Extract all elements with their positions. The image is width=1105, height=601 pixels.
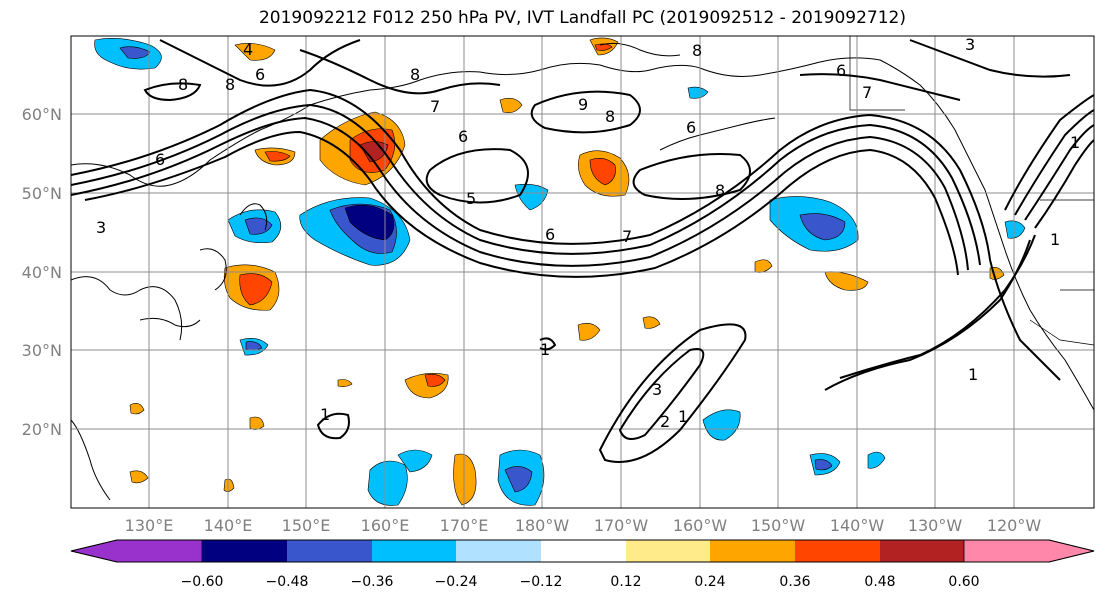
lon-label: 170°E (440, 516, 489, 535)
colorbar-tick: 0.48 (864, 574, 895, 590)
contour-label: 1 (678, 407, 688, 426)
contour-label: 2 (660, 412, 670, 431)
colorbar-segment (963, 539, 1095, 563)
contour-label: 8 (178, 75, 188, 94)
contour-label: 6 (686, 118, 696, 137)
contour-label: 1 (968, 365, 978, 384)
lon-label: 140°W (830, 516, 885, 535)
contour-label: 6 (458, 127, 468, 146)
map-title: 2019092212 F012 250 hPa PV, IVT Landfall… (258, 8, 906, 28)
lon-label: 120°W (987, 516, 1042, 535)
lat-label-30n: 30°N (22, 341, 62, 360)
colorbar-segment (626, 540, 710, 562)
lon-label: 170°W (594, 516, 649, 535)
contour-label: 5 (466, 189, 476, 208)
plot-frame (70, 35, 1095, 509)
contour-label: 8 (410, 65, 420, 84)
borders (849, 36, 1094, 346)
gridlines (71, 36, 1094, 508)
contour-label: 9 (578, 95, 588, 114)
contour-label: 4 (243, 40, 253, 59)
contour-label: 3 (965, 35, 975, 54)
contour-label: 6 (255, 65, 265, 84)
colorbar-tick: 0.60 (948, 574, 979, 590)
contour-label: 8 (715, 181, 725, 200)
contour-label: 6 (155, 150, 165, 169)
lon-label: 130°W (908, 516, 963, 535)
lon-label: 160°E (361, 516, 410, 535)
colorbar-segment (70, 539, 203, 563)
contour-label: 1 (320, 405, 330, 424)
lon-label: 180°W (515, 516, 570, 535)
contour-label: 6 (836, 61, 846, 80)
contour-label: 7 (430, 97, 440, 116)
contour-label: 6 (545, 225, 555, 244)
lat-label-20n: 20°N (22, 420, 62, 439)
colorbar-segment (795, 540, 880, 562)
colorbar-outline (70, 539, 1095, 563)
lon-label: 130°E (125, 516, 174, 535)
pv-contours (71, 39, 1094, 463)
lat-label-40n: 40°N (22, 263, 62, 282)
colorbar-tick: −0.48 (266, 574, 309, 590)
lat-label-60n: 60°N (22, 105, 62, 124)
contour-label: 8 (692, 41, 702, 60)
lon-label: 150°W (751, 516, 806, 535)
contour-label: 3 (96, 218, 106, 237)
colorbar-tick: −0.24 (435, 574, 478, 590)
colorbar-segment (880, 540, 964, 562)
longitude-labels: 130°E 140°E 150°E 160°E 170°E 180°W 170°… (125, 516, 1042, 535)
colorbar-tick: 0.36 (779, 574, 810, 590)
lat-label-50n: 50°N (22, 184, 62, 203)
contour-label: 7 (862, 83, 872, 102)
contour-label: 7 (622, 227, 632, 246)
pv-anomaly-fill (94, 37, 1026, 506)
colorbar-tick: −0.12 (520, 574, 563, 590)
colorbar-tick: −0.60 (181, 574, 224, 590)
contour-labels: 8 6 4 8 6 3 8 6 5 6 7 8 6 7 8 6 8 9 7 1 … (96, 35, 1080, 431)
colorbar-tick: 0.12 (610, 574, 641, 590)
colorbar-segment (541, 540, 626, 562)
latitude-labels: 60°N 50°N 40°N 30°N 20°N (22, 105, 62, 439)
contour-label: 1 (1070, 133, 1080, 152)
colorbar-tick: −0.36 (351, 574, 394, 590)
colorbar-segment (287, 540, 372, 562)
colorbar-segment (456, 540, 541, 562)
contour-label: 8 (605, 107, 615, 126)
colorbar-segment (710, 540, 795, 562)
colorbar-tick: 0.24 (694, 574, 725, 590)
contour-label: 1 (1050, 230, 1060, 249)
contour-label: 3 (652, 380, 662, 399)
lon-label: 140°E (204, 516, 253, 535)
colorbar-segment (372, 540, 456, 562)
colorbar (70, 539, 1095, 563)
coastlines (71, 42, 1094, 501)
contour-label: 1 (540, 340, 550, 359)
contour-label: 8 (225, 75, 235, 94)
lon-label: 160°W (673, 516, 728, 535)
colorbar-segment (202, 540, 287, 562)
lon-label: 150°E (282, 516, 331, 535)
colorbar-ticks: −0.60 −0.48 −0.36 −0.24 −0.12 0.12 0.24 … (181, 574, 980, 590)
